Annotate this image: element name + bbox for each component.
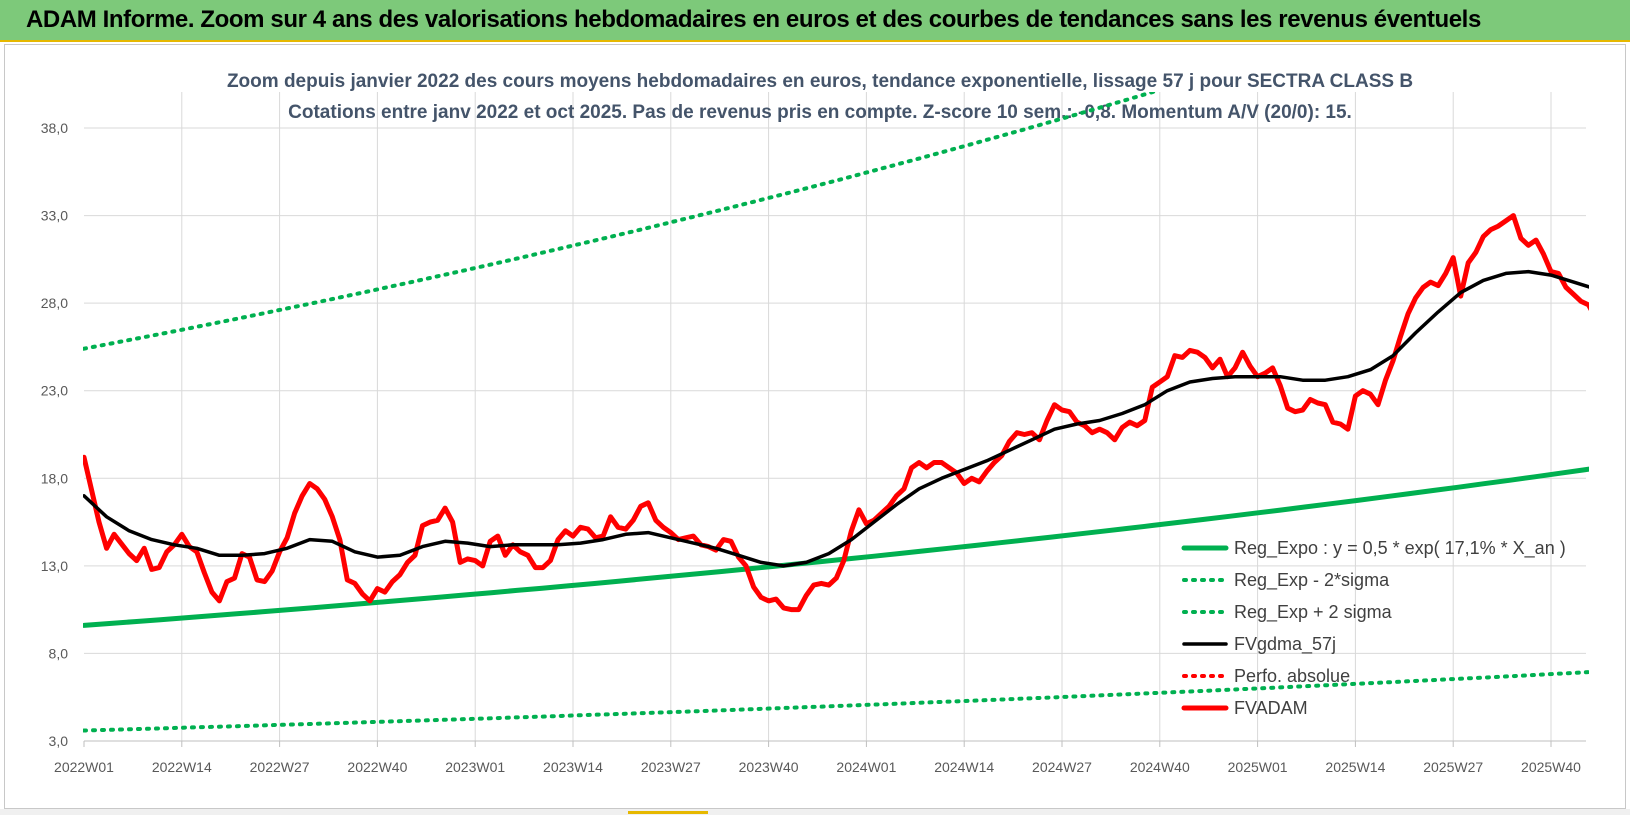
x-tick-label: 2023W40	[739, 759, 799, 775]
series-line-4	[83, 92, 1160, 351]
x-tick-label: 2023W14	[543, 759, 603, 775]
x-tick-label: 2022W01	[54, 759, 114, 775]
y-tick-label: 8,0	[49, 645, 69, 661]
chart-title-line2: Cotations entre janv 2022 et oct 2025. P…	[288, 102, 1352, 123]
y-tick-label: 13,0	[41, 558, 68, 574]
x-axis-ticks: 2022W01 2022W14 2022W27 2022W40 2023W01 2023W…	[54, 759, 1581, 775]
x-tick-label: 2024W14	[934, 759, 994, 775]
y-tick-label: 28,0	[41, 295, 68, 311]
x-tick-label: 2022W40	[347, 759, 407, 775]
x-tick-label: 2023W01	[445, 759, 505, 775]
x-tick-label: 2024W27	[1032, 759, 1092, 775]
y-tick-label: 23,0	[41, 383, 68, 399]
bottom-border	[0, 809, 1630, 815]
legend-label: Reg_Expo : y = 0,5 * exp( 17,1% * X_an )	[1234, 538, 1566, 559]
legend-label: Perfo. absolue	[1234, 666, 1350, 686]
series-line-3	[83, 670, 1589, 733]
y-tick-label: 33,0	[41, 208, 68, 224]
series-line-1	[83, 269, 1589, 568]
x-tick-label: 2025W14	[1325, 759, 1385, 775]
series-line-0	[83, 213, 1589, 613]
x-tick-label: 2023W27	[641, 759, 701, 775]
chart-legend: Reg_Expo : y = 0,5 * exp( 17,1% * X_an )…	[1181, 538, 1566, 718]
x-tick-label: 2025W40	[1521, 759, 1581, 775]
report-title: ADAM Informe. Zoom sur 4 ans des valoris…	[26, 6, 1481, 33]
report-header: ADAM Informe. Zoom sur 4 ans des valoris…	[0, 0, 1630, 42]
y-tick-label: 38,0	[41, 120, 68, 136]
x-tick-label: 2025W01	[1228, 759, 1288, 775]
legend-label: Reg_Exp - 2*sigma	[1234, 570, 1390, 591]
bottom-accent	[628, 811, 708, 814]
x-tick-label: 2025W27	[1423, 759, 1483, 775]
y-tick-label: 3,0	[49, 733, 69, 749]
legend-label: FVADAM	[1234, 698, 1308, 718]
chart-frame	[4, 44, 1626, 809]
legend-label: FVgdma_57j	[1234, 634, 1336, 655]
series-line-2	[83, 466, 1589, 628]
x-tick-label: 2022W14	[152, 759, 212, 775]
legend-label: Reg_Exp + 2 sigma	[1234, 602, 1393, 623]
chart-title-line1: Zoom depuis janvier 2022 des cours moyen…	[227, 71, 1413, 92]
chart-grid	[83, 92, 1586, 747]
x-tick-label: 2024W01	[836, 759, 896, 775]
x-tick-label: 2022W27	[250, 759, 310, 775]
x-tick-label: 2024W40	[1130, 759, 1190, 775]
y-tick-label: 18,0	[41, 470, 68, 486]
y-axis-ticks: 3,0 8,0 13,0 18,0 23,0 28,0 33,0 38,0	[41, 120, 68, 749]
chart-series	[83, 92, 1589, 733]
